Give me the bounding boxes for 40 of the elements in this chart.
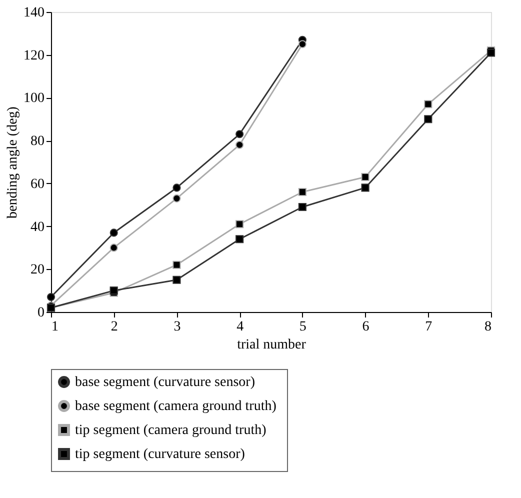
point: [172, 194, 181, 202]
point: [424, 115, 432, 124]
point: [236, 220, 244, 228]
point: [361, 184, 370, 192]
x-tick-label: 3: [174, 320, 181, 334]
y-tick-label: 120: [24, 48, 44, 64]
x-tick-label: 1: [52, 320, 58, 334]
point: [298, 40, 306, 48]
y-tick-label: 20: [30, 262, 44, 278]
y-tick-label: 80: [30, 134, 44, 150]
y-tick-label: 100: [24, 91, 44, 106]
point: [236, 130, 244, 138]
point: [172, 276, 181, 284]
x-tick-label: 7: [425, 320, 432, 334]
point: [172, 260, 181, 269]
y-axis-title: bending angle (deg): [6, 106, 20, 218]
point: [236, 140, 244, 149]
point: [361, 172, 370, 182]
y-tick-label: 40: [30, 220, 44, 235]
point: [424, 100, 432, 108]
point: [236, 235, 244, 244]
legend-label: base segment (camera ground truth): [75, 399, 277, 414]
legend-label: base segment (curvature sensor): [75, 375, 256, 390]
y-tick-label: 140: [24, 6, 44, 20]
x-tick-label: 4: [236, 320, 244, 334]
y-tick-label: 0: [38, 306, 44, 320]
legend-label: tip segment (curvature sensor): [75, 447, 246, 462]
y-tick-label: 60: [30, 176, 44, 192]
point: [172, 184, 181, 192]
point: [110, 244, 118, 252]
point: [46, 292, 56, 302]
x-tick-label: 2: [110, 320, 118, 334]
point: [298, 188, 306, 196]
point: [110, 228, 118, 237]
x-tick-label: 6: [362, 320, 370, 334]
x-tick-label: 8: [484, 320, 492, 334]
x-tick-label: 5: [299, 320, 306, 334]
legend-label: tip segment (camera ground truth): [75, 423, 267, 438]
x-axis-title: trial number: [237, 338, 306, 352]
point: [298, 202, 306, 212]
